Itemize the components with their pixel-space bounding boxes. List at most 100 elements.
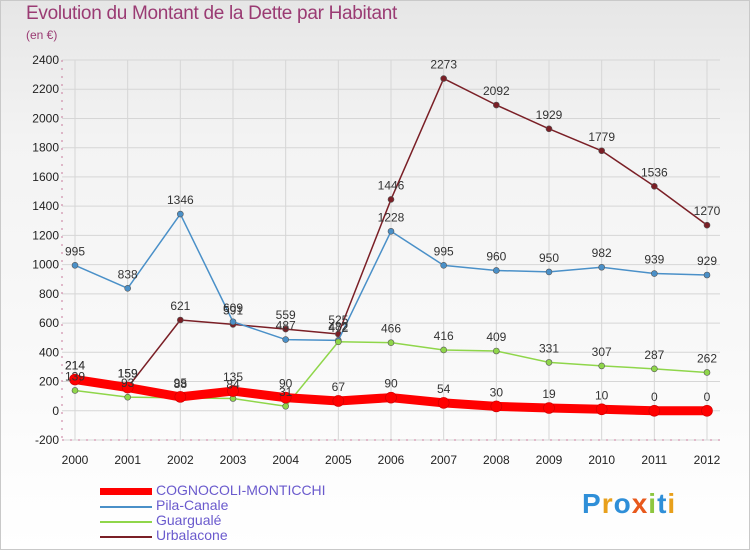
- legend-label-pila-canale: Pila-Canale: [156, 497, 229, 513]
- data-point: [545, 125, 553, 133]
- data-point: [124, 393, 131, 401]
- x-tick-label: 2009: [536, 453, 563, 467]
- data-label: 591: [223, 303, 243, 317]
- data-label: 416: [434, 329, 454, 343]
- data-point: [703, 221, 711, 229]
- data-point: [598, 147, 605, 155]
- data-label: 67: [332, 380, 346, 394]
- x-tick-label: 2008: [483, 453, 510, 467]
- legend-swatch-cognocoli: [100, 488, 152, 495]
- data-label: 525: [328, 313, 348, 327]
- data-point: [282, 336, 289, 343]
- data-label: 982: [592, 246, 612, 260]
- logo-letter: x: [631, 488, 649, 519]
- x-tick-label: 2000: [62, 453, 89, 467]
- data-label: 88: [174, 377, 188, 391]
- data-label: 939: [644, 253, 664, 267]
- y-tick-label: 2000: [32, 111, 59, 125]
- data-point: [598, 263, 605, 271]
- data-point: [651, 365, 658, 373]
- data-point: [437, 397, 450, 409]
- data-point: [701, 404, 713, 417]
- data-label: 960: [486, 249, 506, 263]
- data-label: 466: [381, 322, 401, 336]
- data-point: [335, 338, 342, 346]
- data-point: [229, 318, 237, 326]
- logo-letter: P: [582, 488, 602, 519]
- data-point: [71, 262, 79, 269]
- data-label: 19: [542, 387, 556, 401]
- data-label: 1929: [536, 108, 563, 122]
- data-label: 838: [118, 267, 138, 281]
- data-label: 2273: [430, 58, 457, 72]
- data-point: [440, 75, 447, 82]
- data-label: 929: [697, 254, 717, 268]
- legend-label-urbalacone: Urbalacone: [156, 527, 228, 543]
- legend-label-cognocoli: COGNOCOLI-MONTICCHI: [156, 482, 326, 498]
- data-point: [121, 381, 134, 394]
- data-label: 1446: [378, 178, 405, 192]
- data-label: 609: [223, 301, 243, 315]
- data-point: [703, 271, 711, 279]
- data-point: [703, 369, 711, 376]
- data-label: 10: [595, 388, 609, 402]
- x-tick-label: 2011: [641, 453, 667, 467]
- data-point: [545, 268, 553, 276]
- y-tick-label: 2400: [32, 53, 59, 67]
- data-label: 331: [539, 341, 559, 355]
- data-point: [282, 325, 289, 333]
- x-tick-label: 2012: [694, 453, 721, 467]
- y-tick-label: 800: [39, 287, 59, 301]
- y-tick-label: -200: [35, 433, 59, 447]
- x-tick-label: 2004: [272, 453, 299, 467]
- y-tick-label: 2200: [32, 82, 59, 96]
- data-label: 487: [276, 319, 296, 333]
- data-point: [387, 227, 395, 235]
- logo-letter: r: [601, 488, 614, 519]
- y-tick-label: 1000: [32, 258, 59, 272]
- data-label: 139: [65, 369, 85, 383]
- chart-unit: (en €): [26, 28, 58, 42]
- y-tick-label: 1400: [32, 199, 59, 213]
- data-point: [177, 316, 184, 324]
- x-tick-label: 2001: [114, 453, 141, 467]
- y-tick-label: 1600: [32, 170, 59, 184]
- x-tick-label: 2005: [325, 453, 352, 467]
- data-label: 31: [279, 385, 293, 399]
- data-point: [124, 284, 131, 292]
- y-tick-label: 1800: [32, 141, 59, 155]
- legend-swatch-urbalacone: [100, 536, 152, 538]
- data-label: 995: [65, 244, 85, 258]
- logo-letter: i: [667, 488, 677, 519]
- data-point: [387, 196, 395, 203]
- data-point: [440, 346, 447, 354]
- y-tick-label: 200: [39, 375, 59, 389]
- data-label: 287: [644, 348, 664, 362]
- data-label: 95: [174, 376, 188, 390]
- data-label: 135: [223, 370, 243, 384]
- y-tick-label: 1200: [32, 228, 59, 242]
- data-point: [177, 210, 184, 218]
- data-point: [598, 362, 605, 370]
- data-point: [493, 347, 500, 355]
- data-point: [385, 391, 397, 404]
- data-label: 2092: [483, 84, 510, 98]
- data-label: 1228: [378, 210, 405, 224]
- data-label: 472: [328, 321, 348, 335]
- data-point: [71, 387, 79, 394]
- y-tick-label: 600: [39, 316, 59, 330]
- data-label: 0: [651, 390, 658, 404]
- data-point: [282, 402, 289, 410]
- data-label: 1779: [588, 130, 615, 144]
- proxiti-logo: Proxiti: [582, 488, 676, 520]
- x-tick-label: 2007: [430, 453, 457, 467]
- data-point: [174, 391, 187, 403]
- data-point: [387, 339, 395, 346]
- y-tick-label: 0: [52, 404, 59, 418]
- data-label: 1270: [694, 204, 721, 218]
- data-point: [543, 402, 555, 414]
- data-point: [651, 270, 658, 277]
- y-tick-label: 400: [39, 345, 59, 359]
- data-label: 1346: [167, 193, 194, 207]
